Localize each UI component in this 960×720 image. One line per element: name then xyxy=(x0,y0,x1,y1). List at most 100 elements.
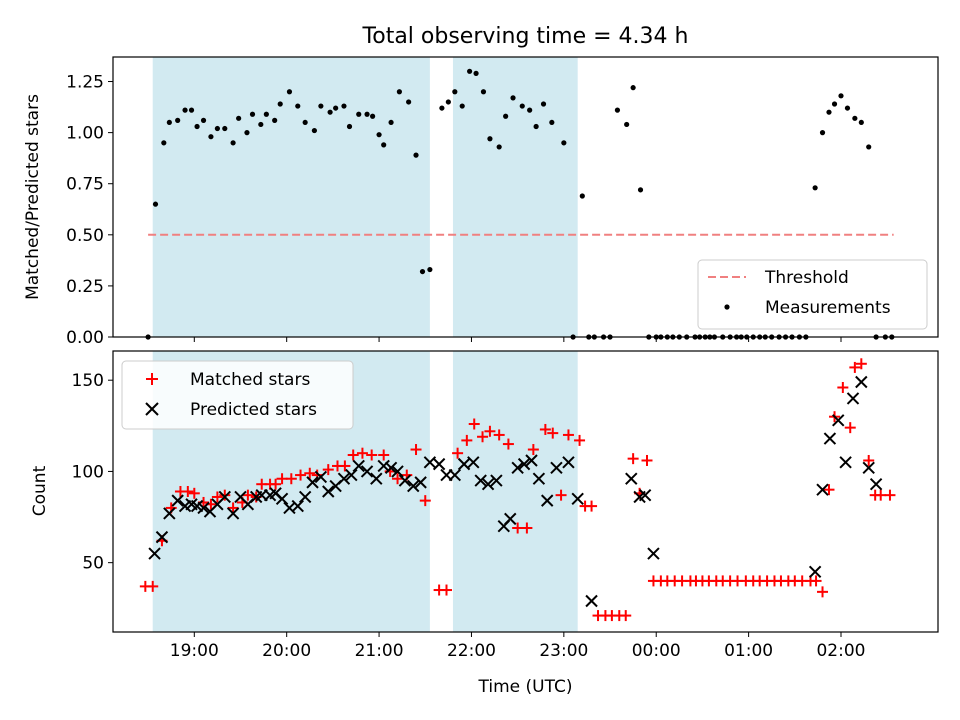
predicted-star-point xyxy=(467,456,480,469)
legend-threshold-label: Threshold xyxy=(764,268,849,288)
y-tick-label: 0.25 xyxy=(66,277,104,297)
count-y-ticks: 50 100 150 xyxy=(72,371,113,574)
y-tick-label: 150 xyxy=(72,371,104,391)
x-tick-label: 23:00 xyxy=(539,641,588,661)
y-tick-label: 0.50 xyxy=(66,226,104,246)
predicted-star-point xyxy=(306,476,319,489)
matched-star-point xyxy=(295,469,307,481)
count-legend: Matched stars Predicted stars xyxy=(121,360,354,430)
matched-star-point xyxy=(837,381,849,393)
count-y-axis-label: Count xyxy=(30,465,50,516)
x-tick-label: 02:00 xyxy=(816,641,865,661)
measurement-point xyxy=(214,125,220,132)
matched-star-point xyxy=(441,584,453,596)
measurement-point xyxy=(194,123,200,130)
matched-star-point xyxy=(356,447,368,459)
measurement-point xyxy=(258,121,264,128)
observing-span xyxy=(452,351,578,632)
matched-star-point xyxy=(410,444,422,456)
predicted-star-point xyxy=(474,474,487,487)
y-tick-label: 1.00 xyxy=(66,124,104,144)
predicted-star-point xyxy=(457,457,471,471)
matched-star-point xyxy=(849,361,861,373)
predicted-star-point xyxy=(638,488,652,502)
measurement-point xyxy=(175,117,181,123)
matched-star-point xyxy=(641,454,653,466)
predicted-star-point xyxy=(832,414,845,427)
measurement-point xyxy=(311,127,317,134)
matched-star-point xyxy=(452,447,464,459)
matched-star-point xyxy=(512,522,524,534)
measurement-point xyxy=(277,101,283,107)
measurement-point xyxy=(388,119,394,126)
measurement-point xyxy=(166,119,172,126)
predicted-star-point xyxy=(550,461,563,474)
ratio-legend-box xyxy=(697,259,928,330)
measurement-point xyxy=(370,113,376,119)
y-tick-label: 100 xyxy=(72,462,104,482)
predicted-star-point xyxy=(541,494,554,507)
predicted-star-point xyxy=(862,461,875,474)
measurement-point xyxy=(182,107,188,113)
matched-star-point xyxy=(276,473,288,485)
measurement-point xyxy=(452,89,458,95)
predicted-star-point xyxy=(322,485,335,498)
matched-star-point xyxy=(339,460,351,472)
count-legend-box xyxy=(121,360,354,430)
measurement-point xyxy=(844,105,851,111)
measurement-point xyxy=(406,99,412,105)
matched-star-point xyxy=(419,495,431,507)
predicted-star-point xyxy=(352,459,365,473)
predicted-star-point xyxy=(846,392,860,405)
ratio-y-ticks: 0.00 0.25 0.50 0.75 1.00 1.25 xyxy=(66,73,113,348)
measurement-point xyxy=(459,103,465,109)
matched-star-point xyxy=(366,449,378,461)
measurement-point xyxy=(318,103,324,109)
matched-star-point xyxy=(461,434,473,446)
measurement-point xyxy=(496,144,502,150)
matched-star-point xyxy=(539,423,551,435)
measurement-point xyxy=(376,132,382,138)
measurement-point xyxy=(419,268,426,275)
legend-matched-label: Matched stars xyxy=(190,370,310,390)
predicted-star-point xyxy=(625,472,638,485)
measurement-point xyxy=(244,130,250,136)
predicted-star-point xyxy=(337,472,351,485)
measurement-point xyxy=(540,101,547,107)
measurement-point xyxy=(812,185,818,191)
y-tick-label: 1.25 xyxy=(66,73,104,93)
predicted-star-point xyxy=(171,494,184,507)
measurement-point xyxy=(467,68,473,74)
predicted-star-point xyxy=(855,375,868,389)
matched-star-point xyxy=(242,489,254,501)
matched-star-point xyxy=(468,418,480,430)
ratio-legend: Threshold Measurements xyxy=(697,259,928,330)
matched-star-point xyxy=(527,444,539,456)
measurement-point xyxy=(152,201,159,207)
x-tick-label: 22:00 xyxy=(447,641,496,661)
measurement-point xyxy=(630,85,636,91)
measurement-point xyxy=(356,111,362,117)
predicted-star-point xyxy=(197,501,210,515)
ratio-x-ticks xyxy=(193,337,842,342)
measurement-point xyxy=(637,187,644,193)
predicted-star-point xyxy=(148,547,161,560)
matched-star-point xyxy=(627,453,639,465)
measurement-point xyxy=(364,111,370,117)
measurement-point xyxy=(510,95,516,101)
matched-star-point xyxy=(810,575,822,587)
ratio-panel-frame xyxy=(112,56,939,338)
observing-span xyxy=(152,57,430,337)
matched-star-point xyxy=(211,491,223,503)
predicted-star-point xyxy=(808,565,822,578)
matched-star-point xyxy=(502,438,514,450)
measurement-point xyxy=(519,103,525,109)
measurement-point xyxy=(230,140,236,146)
predicted-star-point xyxy=(155,530,169,544)
measurement-point xyxy=(333,105,339,111)
measurement-point xyxy=(866,144,872,150)
predicted-star-point xyxy=(345,468,358,482)
measurement-point xyxy=(263,111,269,117)
matched-star-point xyxy=(620,610,632,622)
